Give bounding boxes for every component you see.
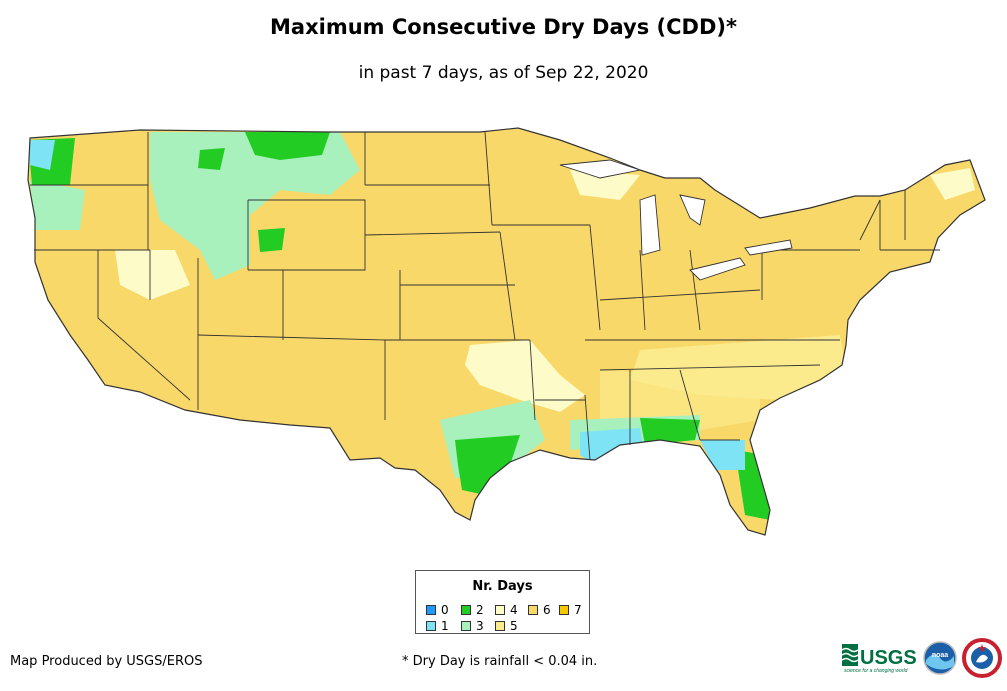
legend-swatch-7 — [559, 605, 569, 615]
legend-item-0: 0 — [426, 603, 449, 617]
legend: Nr. Days 0 1 2 3 4 5 6 7 — [415, 570, 590, 634]
legend-swatch-3 — [461, 621, 471, 631]
legend-item-2: 2 — [461, 603, 484, 617]
region-class-3-oregon-coast — [30, 180, 85, 230]
region-class-4-oklahoma — [465, 340, 585, 412]
region-class-2-montana — [245, 132, 330, 160]
region-class-2-wyoming-patch — [258, 228, 285, 252]
legend-item-7: 7 — [559, 603, 582, 617]
region-class-2-se-texas — [455, 435, 520, 495]
usgs-wordmark: USGS — [860, 647, 917, 669]
legend-item-3: 3 — [461, 619, 484, 633]
region-class-1-puget — [28, 140, 55, 170]
region-class-2-gulf — [640, 418, 700, 445]
legend-swatch-4 — [495, 605, 505, 615]
nws-cloud-icon — [976, 654, 988, 663]
usgs-wave-icon — [842, 644, 859, 666]
usgs-logo: USGS science for a changing world — [842, 644, 917, 674]
legend-item-1: 1 — [426, 619, 449, 633]
legend-label-7: 7 — [574, 603, 582, 617]
legend-label-2: 2 — [476, 603, 484, 617]
region-class-2-idaho-patches — [198, 148, 225, 170]
legend-swatch-1 — [426, 621, 436, 631]
legend-swatch-2 — [461, 605, 471, 615]
legend-item-6: 6 — [528, 603, 551, 617]
legend-label-0: 0 — [441, 603, 449, 617]
region-class-4-nevada — [115, 250, 190, 300]
map-credit: Map Produced by USGS/EROS — [10, 654, 203, 669]
noaa-wave-icon — [926, 654, 954, 670]
legend-swatch-6 — [528, 605, 538, 615]
state-boundaries — [27, 127, 986, 536]
great-lakes — [559, 159, 793, 281]
region-class-4-michigan — [570, 170, 640, 200]
region-class-5-southeast — [600, 370, 760, 430]
map-title: Maximum Consecutive Dry Days (CDD)* — [270, 15, 737, 39]
legend-label-5: 5 — [510, 619, 518, 633]
legend-swatch-5 — [495, 621, 505, 631]
nws-star-icon — [978, 644, 986, 652]
map-subtitle: in past 7 days, as of Sep 22, 2020 — [358, 63, 649, 83]
usgs-tagline: science for a changing world — [844, 668, 908, 674]
legend-label-1: 1 — [441, 619, 449, 633]
legend-swatch-0 — [426, 605, 436, 615]
legend-label-4: 4 — [510, 603, 518, 617]
legend-label-3: 3 — [476, 619, 484, 633]
conus-cdd-map — [27, 127, 986, 536]
region-class-4-maine — [930, 168, 975, 200]
noaa-logo: noaa — [923, 641, 957, 675]
legend-item-5: 5 — [495, 619, 518, 633]
legend-label-6: 6 — [543, 603, 551, 617]
legend-item-4: 4 — [495, 603, 518, 617]
legend-title: Nr. Days — [472, 579, 533, 594]
nws-logo — [962, 638, 1002, 678]
region-class-3-northern-rockies — [150, 132, 360, 280]
noaa-wordmark: noaa — [932, 652, 948, 659]
dry-day-footnote: * Dry Day is rainfall < 0.04 in. — [402, 654, 598, 669]
